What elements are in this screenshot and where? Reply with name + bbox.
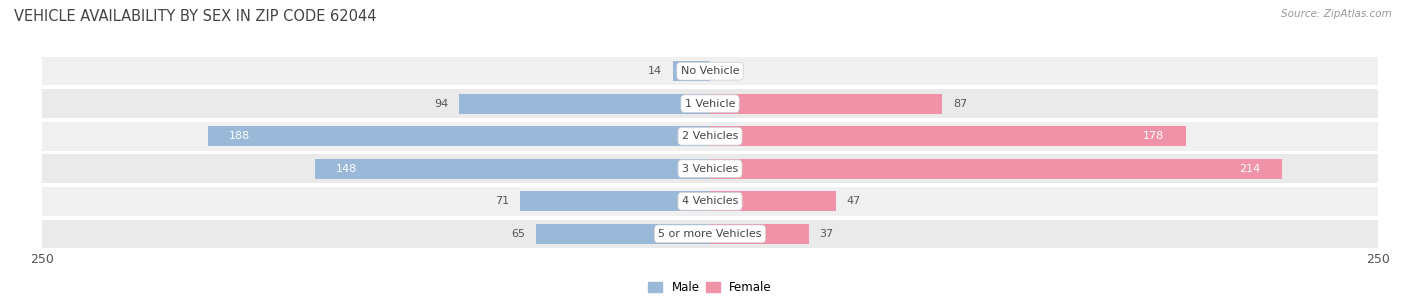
- Bar: [672, 61, 710, 81]
- Bar: [42, 89, 1378, 118]
- Bar: [536, 224, 710, 244]
- Text: 148: 148: [336, 164, 357, 174]
- Bar: [42, 154, 1378, 183]
- Text: 214: 214: [1239, 164, 1260, 174]
- Text: 3 Vehicles: 3 Vehicles: [682, 164, 738, 174]
- Bar: [315, 159, 710, 179]
- Bar: [710, 159, 1282, 179]
- Text: 1 Vehicle: 1 Vehicle: [685, 99, 735, 109]
- Bar: [208, 126, 710, 146]
- Bar: [42, 220, 1378, 248]
- Text: 4 Vehicles: 4 Vehicles: [682, 196, 738, 206]
- Text: No Vehicle: No Vehicle: [681, 66, 740, 76]
- Bar: [710, 191, 835, 211]
- Text: 65: 65: [512, 229, 526, 239]
- Text: 2 Vehicles: 2 Vehicles: [682, 131, 738, 141]
- Text: Source: ZipAtlas.com: Source: ZipAtlas.com: [1281, 9, 1392, 19]
- Text: 5 or more Vehicles: 5 or more Vehicles: [658, 229, 762, 239]
- Text: 14: 14: [648, 66, 662, 76]
- Bar: [710, 126, 1185, 146]
- Text: 87: 87: [953, 99, 967, 109]
- Bar: [520, 191, 710, 211]
- Text: 188: 188: [229, 131, 250, 141]
- Bar: [42, 187, 1378, 216]
- Text: 0: 0: [721, 66, 728, 76]
- Bar: [710, 224, 808, 244]
- Text: 71: 71: [495, 196, 509, 206]
- Bar: [458, 94, 710, 114]
- Text: 37: 37: [820, 229, 834, 239]
- Bar: [42, 57, 1378, 85]
- Legend: Male, Female: Male, Female: [644, 276, 776, 299]
- Text: 47: 47: [846, 196, 860, 206]
- Bar: [710, 94, 942, 114]
- Bar: [42, 122, 1378, 151]
- Text: 94: 94: [434, 99, 449, 109]
- Text: VEHICLE AVAILABILITY BY SEX IN ZIP CODE 62044: VEHICLE AVAILABILITY BY SEX IN ZIP CODE …: [14, 9, 377, 24]
- Text: 178: 178: [1143, 131, 1164, 141]
